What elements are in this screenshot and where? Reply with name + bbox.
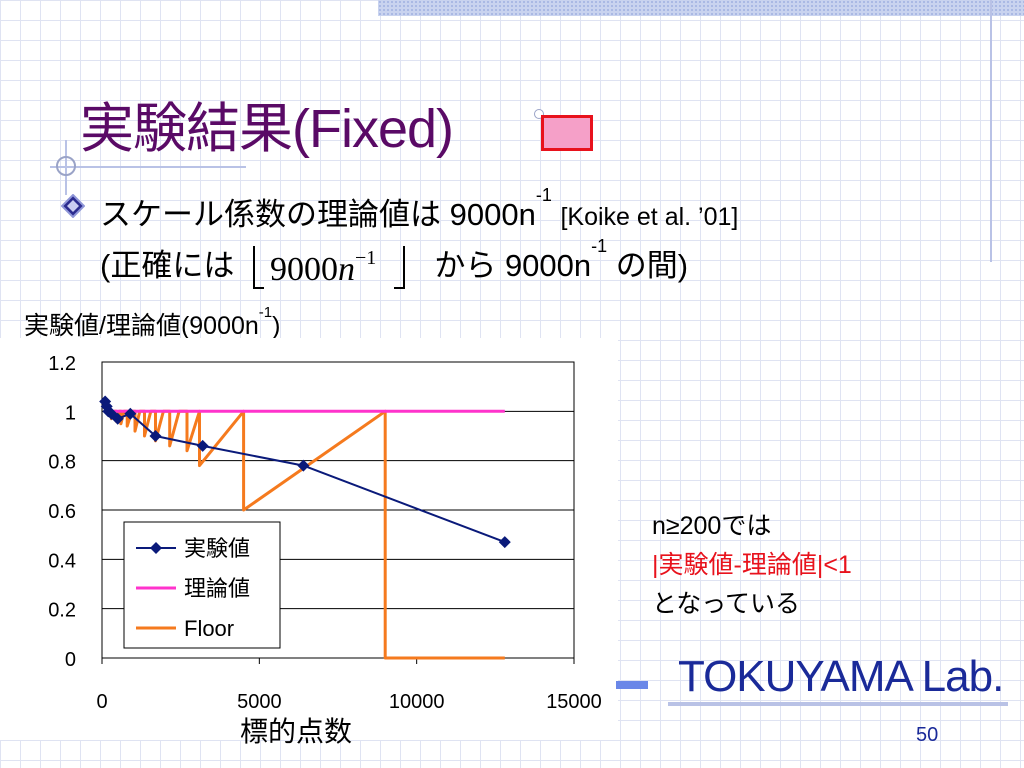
x-tick-label: 10000 — [389, 691, 445, 713]
formula-variable: n — [338, 251, 355, 288]
exact-range-prefix: (正確には — [100, 248, 235, 283]
ylabel-text: 実験値/理論値(9000n — [24, 312, 259, 340]
exact-range-middle: から 9000n — [434, 248, 592, 283]
scale-factor-exponent: -1 — [535, 185, 552, 205]
experiment-point-marker — [111, 412, 124, 425]
logo-underline — [668, 702, 1008, 706]
legend-item-theory-label: 理論値 — [184, 576, 250, 601]
note-inequality: |実験値-理論値|<1 — [652, 551, 852, 579]
note-condition: n≥200では — [652, 512, 772, 540]
pink-box-decoration — [541, 115, 593, 151]
y-tick-label: 0.2 — [48, 600, 76, 622]
y-tick-label: 0 — [65, 649, 76, 671]
decorative-horizontal-line — [50, 166, 246, 168]
y-tick-label: 0.6 — [48, 501, 76, 523]
experiment-point-marker — [498, 536, 511, 549]
y-tick-label: 1 — [65, 402, 76, 424]
legend-item-experiment-marker — [150, 542, 162, 554]
chart-x-axis-label: 標的点数 — [240, 716, 353, 747]
experiment-point-marker — [149, 430, 162, 442]
legend-item-experiment-label: 実験値 — [184, 536, 250, 561]
page-number: 50 — [916, 724, 939, 746]
note-conclusion: となっている — [652, 590, 801, 618]
exact-range-exponent: -1 — [591, 236, 608, 256]
x-tick-label: 15000 — [546, 691, 602, 713]
scale-factor-text: スケール係数の理論値は 9000n — [100, 197, 536, 232]
diamond-bullet-icon — [61, 194, 85, 218]
decorative-vertical-line — [990, 0, 992, 262]
crosshair-decoration-icon — [56, 156, 76, 176]
citation: [Koike et al. ’01] — [560, 203, 739, 231]
y-tick-label: 1.2 — [48, 353, 76, 375]
logo-accent-bar — [616, 681, 648, 689]
x-tick-label: 5000 — [237, 691, 282, 713]
experiment-point-marker — [297, 459, 310, 472]
exact-range-suffix: の間) — [607, 248, 689, 283]
formula-base: 9000 — [270, 251, 338, 288]
ylabel-close: ) — [272, 312, 281, 340]
floor-formula: 9000n−1 — [240, 244, 428, 292]
formula-exponent: −1 — [355, 247, 376, 269]
bullet-line-scale-factor: スケール係数の理論値は 9000n-1 [Koike et al. ’01] — [100, 185, 739, 234]
ylabel-exponent: -1 — [258, 304, 273, 321]
exact-range-line: (正確には 9000n−1 から 9000n-1 の間) — [100, 236, 689, 292]
experiment-point-marker — [124, 407, 137, 420]
chart-y-axis-label: 実験値/理論値(9000n-1) — [24, 304, 281, 342]
y-tick-label: 0.8 — [48, 452, 76, 474]
lab-logo: TOKUYAMA Lab. — [678, 652, 1004, 701]
y-tick-label: 0.4 — [48, 550, 76, 572]
experiment-point-marker — [196, 439, 209, 452]
legend-item-floor-label: Floor — [184, 616, 234, 641]
slide-title: 実験結果(Fixed) — [80, 99, 454, 159]
x-tick-label: 0 — [96, 691, 107, 713]
top-decorative-band — [378, 0, 1024, 16]
experiment-point-marker — [99, 395, 112, 408]
svg-text:9000n−1: 9000n−1 — [270, 247, 376, 288]
title-dot-decoration — [534, 109, 544, 119]
